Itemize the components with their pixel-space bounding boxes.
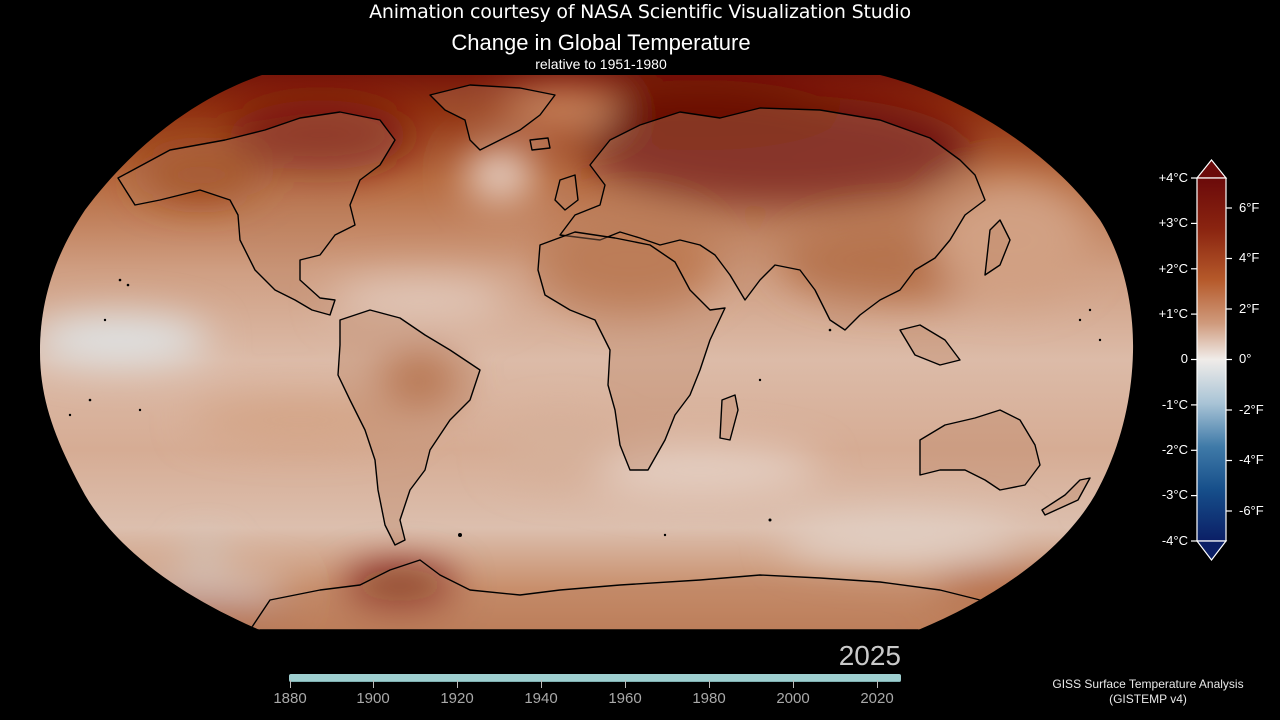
data-source: GISS Surface Temperature Analysis (GISTE… xyxy=(1030,677,1266,707)
colorbar-label-celsius: +1°C xyxy=(1158,306,1188,321)
current-year: 2025 xyxy=(838,640,901,671)
source-line-2: (GISTEMP v4) xyxy=(1109,692,1187,706)
timeline-tick-label: 1920 xyxy=(440,690,474,707)
timeline-tick xyxy=(457,680,458,688)
page-title: Change in Global Temperature xyxy=(451,30,751,55)
timeline-tick xyxy=(541,680,542,688)
colorbar-label-fahrenheit: 4°F xyxy=(1239,250,1260,265)
timeline-tick xyxy=(373,680,374,688)
timeline-tick-label: 2000 xyxy=(776,690,810,707)
colorbar-label-celsius: -2°C xyxy=(1161,442,1188,457)
timeline-tick-label: 1940 xyxy=(524,690,558,707)
map-field xyxy=(40,75,1134,630)
colorbar-label-fahrenheit: -6°F xyxy=(1239,503,1264,518)
colorbar-label-celsius: +3°C xyxy=(1158,215,1188,230)
page-subtitle: relative to 1951-1980 xyxy=(535,56,667,72)
timeline-tick-label: 1980 xyxy=(692,690,726,707)
source-line-1: GISS Surface Temperature Analysis xyxy=(1052,677,1244,691)
timeline-bar[interactable] xyxy=(289,674,901,682)
timeline-tick xyxy=(793,680,794,688)
islands xyxy=(68,278,1102,537)
colorbar-label-celsius: +2°C xyxy=(1158,261,1188,276)
colorbar-label-celsius: +4°C xyxy=(1158,170,1188,185)
timeline-tick xyxy=(625,680,626,688)
colorbar-label-fahrenheit: 0° xyxy=(1239,351,1252,366)
colorbar-label-celsius: 0 xyxy=(1180,351,1188,366)
colorbar-label-fahrenheit: -4°F xyxy=(1239,452,1264,467)
colorbar-label-celsius: -1°C xyxy=(1161,397,1188,412)
timeline-tick xyxy=(290,680,291,688)
colorbar-label-fahrenheit: 6°F xyxy=(1239,200,1260,215)
colorbar-label-celsius: -4°C xyxy=(1161,533,1188,548)
timeline-tick-label: 1880 xyxy=(273,690,307,707)
landmasses xyxy=(117,84,1091,630)
timeline-tick xyxy=(877,680,878,688)
colorbar-label-fahrenheit: 2°F xyxy=(1239,301,1260,316)
credit-line: Animation courtesy of NASA Scientific Vi… xyxy=(369,1,911,23)
timeline-tick-label: 1960 xyxy=(608,690,642,707)
timeline-tick xyxy=(709,680,710,688)
timeline-tick-label: 1900 xyxy=(356,690,390,707)
colorbar-label-celsius: -3°C xyxy=(1161,487,1188,502)
colorbar-label-fahrenheit: -2°F xyxy=(1239,402,1264,417)
timeline-tick-label: 2020 xyxy=(860,690,894,707)
